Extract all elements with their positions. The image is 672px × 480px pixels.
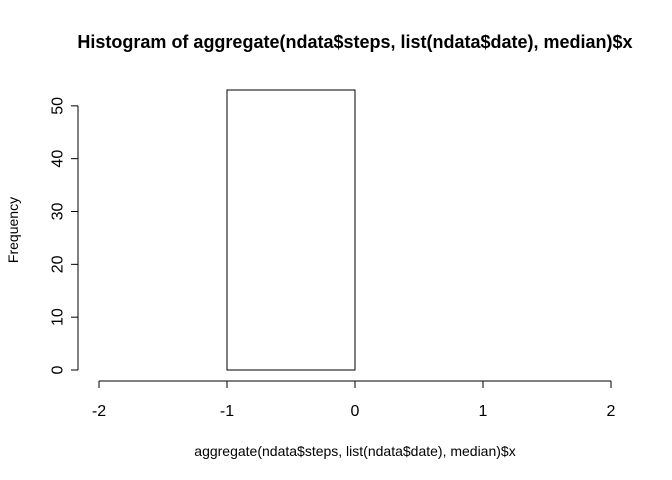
x-tick-label: -2 <box>92 403 106 420</box>
histogram-bars <box>226 89 356 371</box>
x-tick-label: 0 <box>351 403 360 420</box>
y-tick-label: 50 <box>50 97 67 115</box>
y-tick-label: 30 <box>50 203 67 221</box>
y-tick-label: 0 <box>50 365 67 374</box>
x-axis: -2 -1 0 1 2 <box>92 380 616 420</box>
y-tick-label: 10 <box>50 308 67 326</box>
y-axis: 0 10 20 30 40 50 <box>50 97 79 374</box>
x-axis-title: aggregate(ndata$steps, list(ndata$date),… <box>194 443 515 459</box>
y-axis-title: Frequency <box>5 197 21 263</box>
y-tick-label: 40 <box>50 150 67 168</box>
x-tick-label: -1 <box>220 403 234 420</box>
y-tick-label: 20 <box>50 255 67 273</box>
x-tick-label: 2 <box>607 403 616 420</box>
histogram-bar <box>226 89 356 371</box>
chart-title: Histogram of aggregate(ndata$steps, list… <box>77 32 632 52</box>
x-tick-label: 1 <box>479 403 488 420</box>
